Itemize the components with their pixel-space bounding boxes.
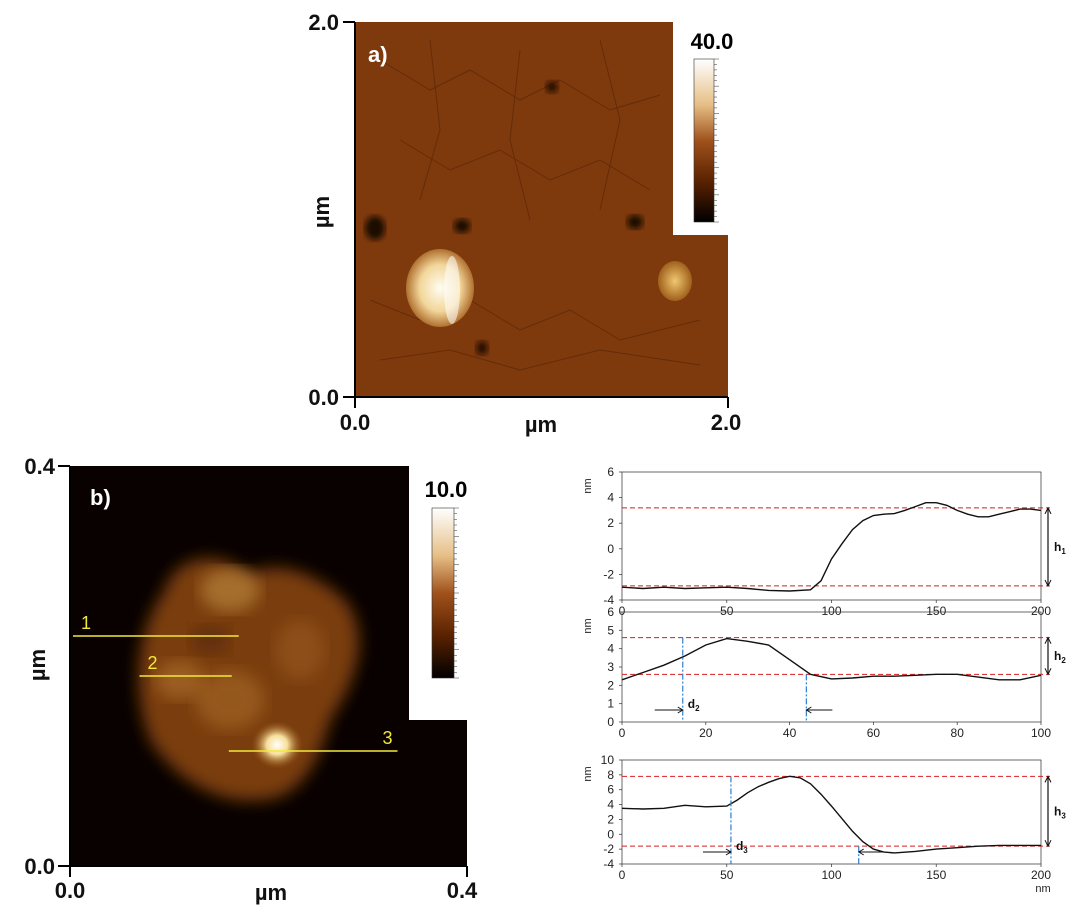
colorbar-a-max-label: 40.0 xyxy=(691,29,734,54)
height-marker-label: h1 xyxy=(1054,540,1066,556)
profile-plot-2: 0 20 40 60 80 100 0 1 2 3 4 5 6 nm h2 d2 xyxy=(582,605,1066,740)
y-tick-label: 2 xyxy=(607,516,614,530)
x-max-label-a: 2.0 xyxy=(711,410,742,435)
colorbar-b xyxy=(431,507,455,679)
y-tick-label: 0 xyxy=(607,827,614,841)
plot-frame xyxy=(621,611,1042,723)
width-marker-label: d2 xyxy=(688,697,700,713)
colorbar-b-ticks xyxy=(454,507,459,679)
panel-a-label: a) xyxy=(368,42,388,67)
y-tick-label: 3 xyxy=(607,660,614,674)
panel-a: 40.0 a) 2.0 0.0 0.0 2.0 µm µm xyxy=(308,10,741,437)
y-tick-label: 1 xyxy=(607,697,614,711)
x-tick-label: 20 xyxy=(699,726,713,740)
x-tick-label: 80 xyxy=(951,726,965,740)
x-axis-label-a: µm xyxy=(525,412,557,437)
y-tick-label: -2 xyxy=(603,842,614,856)
width-arrowhead xyxy=(677,706,684,714)
y-tick-label: 6 xyxy=(607,465,614,479)
y-axis-label: nm xyxy=(582,618,594,633)
y-axis-label-b: µm xyxy=(25,649,50,681)
width-marker-label: d3 xyxy=(736,839,748,855)
profile-series-line xyxy=(621,775,1041,854)
width-arrowhead xyxy=(857,848,864,856)
x-tick-label: 200 xyxy=(1031,868,1051,882)
profile-lines: 1 2 3 xyxy=(72,613,398,752)
width-arrowhead xyxy=(805,706,812,714)
profile-plot-1: 0 50 100 150 200 -4 -2 0 2 4 6 nm h1 xyxy=(582,465,1066,618)
afm-particle-b xyxy=(138,558,359,801)
height-arrow xyxy=(1044,636,1052,644)
y-tick-label: 0 xyxy=(607,542,614,556)
panel-b: 1 2 3 10.0 b) 0.4 0.0 0.0 0.4 µm µm xyxy=(24,454,478,905)
colorbar-a-ticks xyxy=(714,58,719,223)
profile-series-line xyxy=(621,502,1042,592)
y-tick-label: 10 xyxy=(601,753,615,767)
x-tick-label: 100 xyxy=(821,868,841,882)
plot-frame xyxy=(621,759,1042,865)
x-axis-label-b: µm xyxy=(255,880,287,905)
height-arrow xyxy=(1044,668,1052,676)
bright-particle-a xyxy=(406,249,474,327)
y-min-label-a: 0.0 xyxy=(308,385,339,410)
afm-features-a xyxy=(365,81,692,355)
profile-line-label-1: 1 xyxy=(81,613,91,633)
profile-line-label-2: 2 xyxy=(147,653,157,673)
x-min-label-a: 0.0 xyxy=(340,410,371,435)
small-particle-a xyxy=(658,261,692,301)
profile-line-label-3: 3 xyxy=(383,728,393,748)
x-tick-label: 100 xyxy=(821,604,841,618)
x-tick-label: 60 xyxy=(867,726,881,740)
y-tick-label: 4 xyxy=(607,491,614,505)
height-arrow xyxy=(1044,839,1052,848)
y-tick-label: 6 xyxy=(607,605,614,619)
y-axis-label: nm xyxy=(582,766,594,781)
y-min-label-b: 0.0 xyxy=(24,854,55,879)
y-tick-label: -4 xyxy=(603,593,614,607)
x-tick-label: 0 xyxy=(619,868,626,882)
x-tick-label: 150 xyxy=(926,868,946,882)
colorbar-b-max-label: 10.0 xyxy=(425,477,468,502)
x-tick-label: 40 xyxy=(783,726,797,740)
x-tick-label: 150 xyxy=(926,604,946,618)
profile-series-line xyxy=(621,637,1042,681)
width-arrowhead xyxy=(725,848,732,856)
colorbar-a xyxy=(693,58,715,223)
x-tick-label: 50 xyxy=(720,604,734,618)
y-tick-label: 2 xyxy=(607,812,614,826)
y-max-label-a: 2.0 xyxy=(308,10,339,35)
hotspot-b xyxy=(251,721,303,769)
height-arrow xyxy=(1044,775,1052,783)
y-tick-label: 6 xyxy=(607,783,614,797)
y-tick-label: 4 xyxy=(607,642,614,656)
height-arrow xyxy=(1044,579,1052,588)
y-tick-label: 0 xyxy=(607,715,614,729)
x-axis-label: nm xyxy=(1035,883,1050,895)
y-tick-label: 4 xyxy=(607,798,614,812)
y-axis-label: nm xyxy=(582,478,594,493)
y-axis-label-a: µm xyxy=(309,196,334,228)
y-tick-label: 5 xyxy=(607,623,614,637)
x-max-label-b: 0.4 xyxy=(447,878,478,903)
y-tick-label: 2 xyxy=(607,678,614,692)
afm-texture-a xyxy=(369,39,701,371)
x-min-label-b: 0.0 xyxy=(55,878,86,903)
height-marker-label: h3 xyxy=(1054,804,1066,820)
y-max-label-b: 0.4 xyxy=(24,454,55,479)
height-marker-label: h2 xyxy=(1054,649,1066,665)
y-tick-label: 8 xyxy=(607,768,614,782)
x-tick-label: 0 xyxy=(619,726,626,740)
x-tick-label: 50 xyxy=(720,868,734,882)
plot-frame xyxy=(621,471,1042,601)
x-tick-label: 200 xyxy=(1031,604,1051,618)
y-tick-label: -2 xyxy=(603,567,614,581)
y-tick-label: -4 xyxy=(603,857,614,871)
panel-b-label: b) xyxy=(90,485,111,510)
x-tick-label: 0 xyxy=(619,604,626,618)
x-tick-label: 100 xyxy=(1031,726,1051,740)
height-arrow xyxy=(1044,506,1052,515)
